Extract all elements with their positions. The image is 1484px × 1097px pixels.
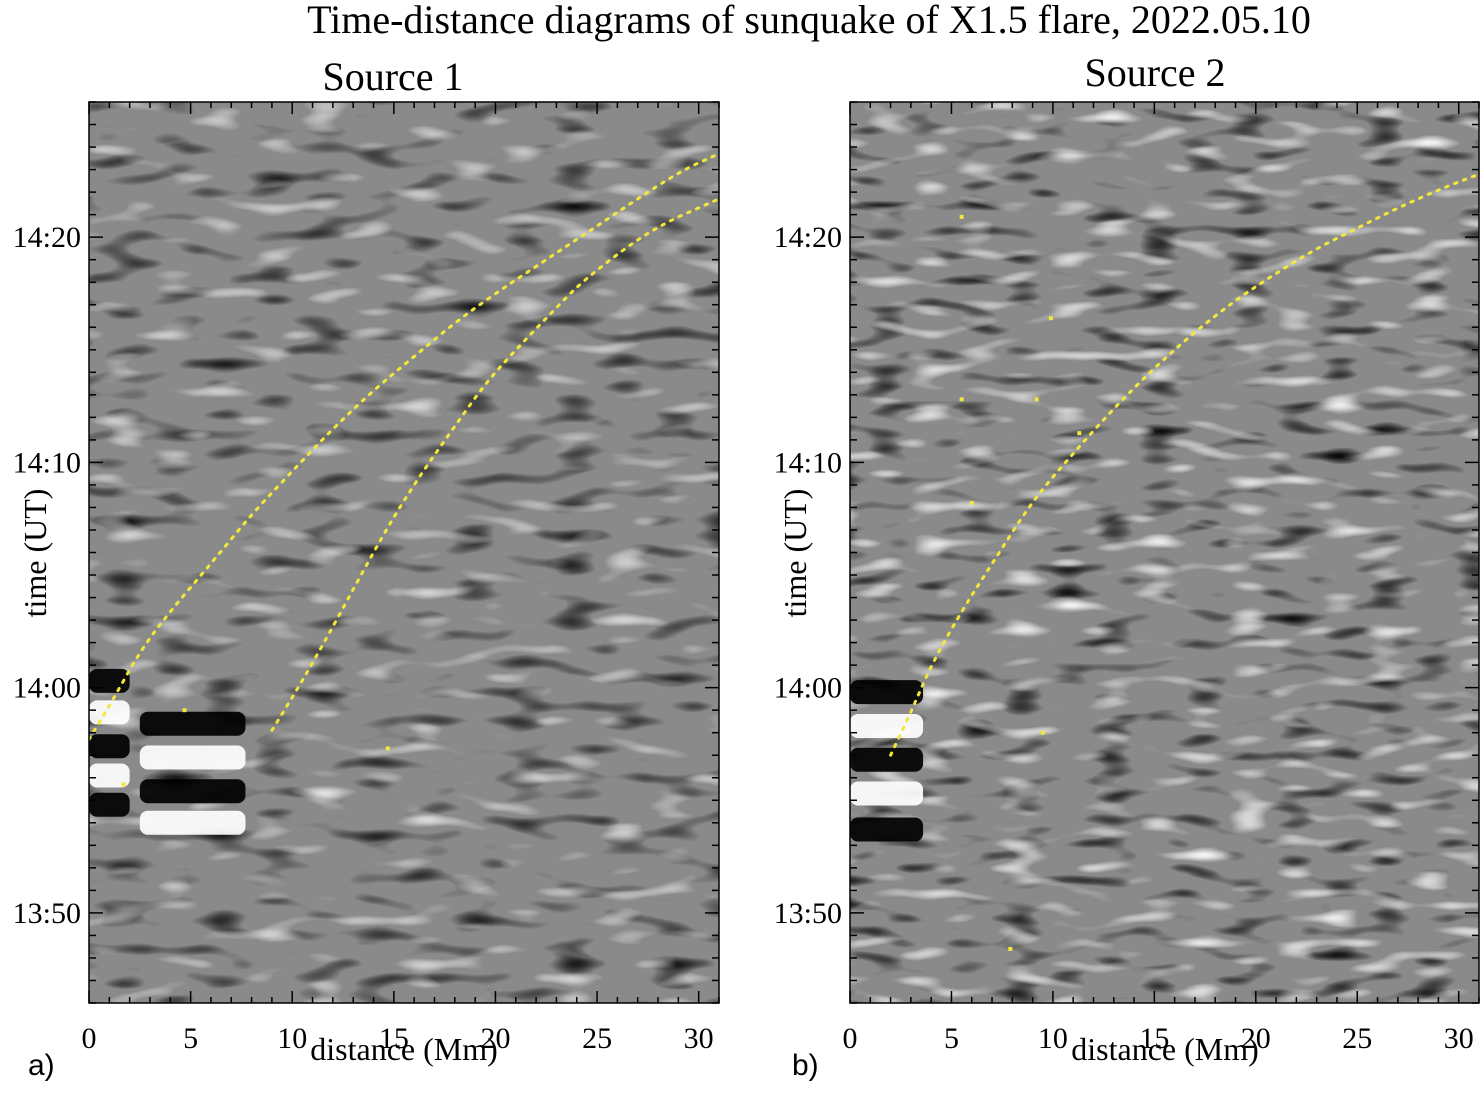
marker-point — [1008, 946, 1013, 951]
x-tick-label: 10 — [277, 1022, 307, 1055]
panel-b-xlabel: distance (Mm) — [1071, 1031, 1259, 1067]
panel-a-y-ticks: 13:50 14:00 14:10 14:20 — [13, 101, 719, 1004]
marker-point — [1077, 431, 1082, 436]
marker-point — [969, 500, 974, 505]
flare-band — [139, 810, 246, 835]
panel-a-letter: a) — [28, 1049, 55, 1082]
flare-band — [89, 763, 130, 788]
y-tick-label: 14:20 — [774, 221, 842, 254]
x-tick-label: 5 — [944, 1022, 959, 1055]
x-tick-label: 25 — [1342, 1022, 1372, 1055]
y-tick-label: 14:00 — [13, 672, 81, 705]
panel-a-x-ticks: 0 5 10 15 20 25 30 — [82, 102, 720, 1055]
y-tick-label: 14:00 — [774, 672, 842, 705]
y-tick-label: 13:50 — [13, 897, 81, 930]
panel-b-overlay — [889, 172, 1479, 951]
flare-band — [139, 745, 246, 770]
x-tick-label: 20 — [480, 1022, 510, 1055]
x-tick-label: 15 — [1139, 1022, 1169, 1055]
heatmap-light-ripples — [89, 102, 719, 1003]
flare-band — [89, 734, 130, 759]
panel-b-letter: b) — [792, 1049, 819, 1082]
heatmap-light-ripples — [850, 102, 1479, 1003]
marker-point — [385, 746, 390, 751]
panel-a-heatmap — [89, 102, 719, 1003]
flare-band — [850, 817, 924, 842]
marker-point — [959, 397, 964, 402]
flare-band — [89, 668, 130, 693]
x-tick-label: 5 — [183, 1022, 198, 1055]
panel-b-y-ticks: 13:50 14:00 14:10 14:20 — [774, 101, 1479, 1004]
panel-b-x-ticks: 0 5 10 15 20 25 30 — [843, 102, 1480, 1055]
y-tick-label: 13:50 — [774, 897, 842, 930]
y-tick-label: 14:10 — [13, 446, 81, 479]
dotted-curve-1 — [889, 172, 1479, 757]
panel-a-title: Source 1 — [322, 54, 463, 99]
x-tick-label: 30 — [1444, 1022, 1474, 1055]
panel-b: Source 2 0 5 10 15 20 25 30 13:50 14:00 14:10 14:… — [774, 50, 1480, 1082]
flare-band — [850, 781, 924, 806]
x-tick-label: 30 — [684, 1022, 714, 1055]
flare-band — [850, 747, 924, 772]
x-tick-label: 10 — [1038, 1022, 1068, 1055]
panel-a: Source 1 0 5 10 15 20 25 30 13:50 14:00 14:10 14:… — [13, 54, 720, 1082]
flare-band — [139, 779, 246, 804]
marker-point — [182, 708, 187, 713]
panel-b-ylabel: time (UT) — [777, 489, 813, 618]
x-tick-label: 0 — [82, 1022, 97, 1055]
marker-point — [1034, 397, 1039, 402]
dotted-curve-2 — [270, 197, 719, 732]
figure-title: Time-distance diagrams of sunquake of X1… — [307, 0, 1311, 42]
marker-point — [959, 214, 964, 219]
panel-b-title: Source 2 — [1084, 50, 1225, 95]
x-tick-label: 15 — [379, 1022, 409, 1055]
flare-band — [89, 700, 130, 725]
marker-point — [1048, 316, 1053, 321]
marker-point — [1040, 730, 1045, 735]
panel-b-heatmap — [850, 102, 1479, 1003]
panel-a-ylabel: time (UT) — [17, 489, 53, 618]
x-tick-label: 20 — [1241, 1022, 1271, 1055]
flare-band — [139, 711, 246, 736]
flare-band — [850, 713, 924, 738]
marker-point — [121, 782, 126, 787]
y-tick-label: 14:20 — [13, 221, 81, 254]
dotted-curve-1 — [89, 152, 719, 741]
x-tick-label: 25 — [582, 1022, 612, 1055]
flare-band — [89, 792, 130, 817]
y-tick-label: 14:10 — [774, 446, 842, 479]
panel-a-overlay — [89, 152, 719, 787]
panel-a-xlabel: distance (Mm) — [310, 1031, 498, 1067]
x-tick-label: 0 — [843, 1022, 858, 1055]
flare-band — [850, 680, 924, 705]
